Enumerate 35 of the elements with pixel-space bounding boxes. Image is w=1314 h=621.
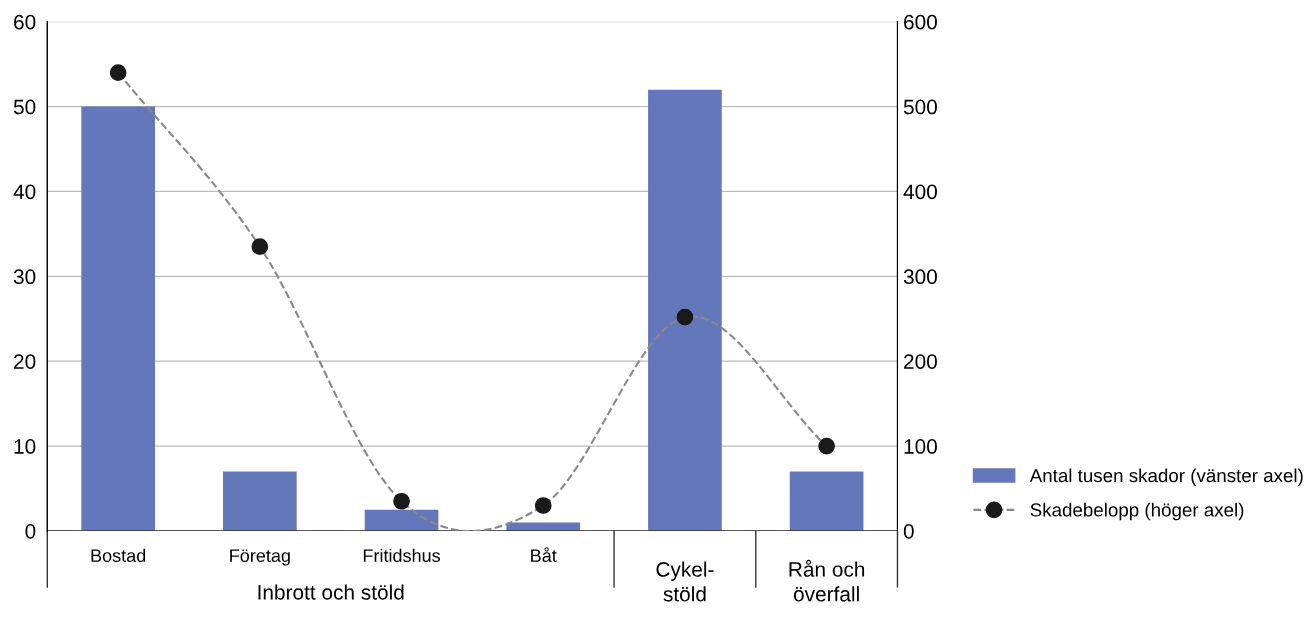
x-tick-label: Fritidshus xyxy=(363,548,441,563)
point xyxy=(109,64,127,81)
y2-tick-label: 400 xyxy=(903,184,937,200)
y-tick-label: 20 xyxy=(14,354,36,369)
point xyxy=(534,497,552,514)
x-tick-label: Bostad xyxy=(91,548,146,563)
y2-tick-label: 300 xyxy=(903,269,937,285)
point xyxy=(251,238,269,255)
y-tick-label: 10 xyxy=(14,439,36,454)
y2-tick-label: 0 xyxy=(903,523,914,539)
y2-tick-label: 600 xyxy=(904,14,937,30)
bar xyxy=(506,522,581,531)
legend-label: Antal tusen skador (vänster axel) xyxy=(1029,468,1303,486)
legend-label: Skadebelopp (höger axel) xyxy=(1030,502,1244,521)
bar xyxy=(81,106,155,531)
point xyxy=(393,492,410,510)
y2-tick-label: 200 xyxy=(904,354,937,369)
y2-tick-label: 500 xyxy=(903,99,937,115)
y-tick-label: 0 xyxy=(25,523,36,539)
y-tick-label: 30 xyxy=(13,269,36,285)
y-tick-label: 50 xyxy=(13,99,36,115)
y-tick-label: 40 xyxy=(13,184,36,200)
x-tick-label: Båt xyxy=(531,547,557,563)
bar xyxy=(223,471,297,531)
x-tick-label: Cykel- stöld xyxy=(656,561,714,602)
x-tick-label: Företag xyxy=(230,549,290,566)
bar xyxy=(789,471,864,531)
point xyxy=(676,308,694,326)
text: Inbrott och stöld xyxy=(258,584,404,600)
bar xyxy=(648,89,722,531)
point xyxy=(818,437,835,455)
x-tick-label: Rån och överfall xyxy=(789,559,865,602)
bar xyxy=(364,509,439,531)
y2-tick-label: 100 xyxy=(904,439,937,454)
y-tick-label: 60 xyxy=(14,14,36,30)
